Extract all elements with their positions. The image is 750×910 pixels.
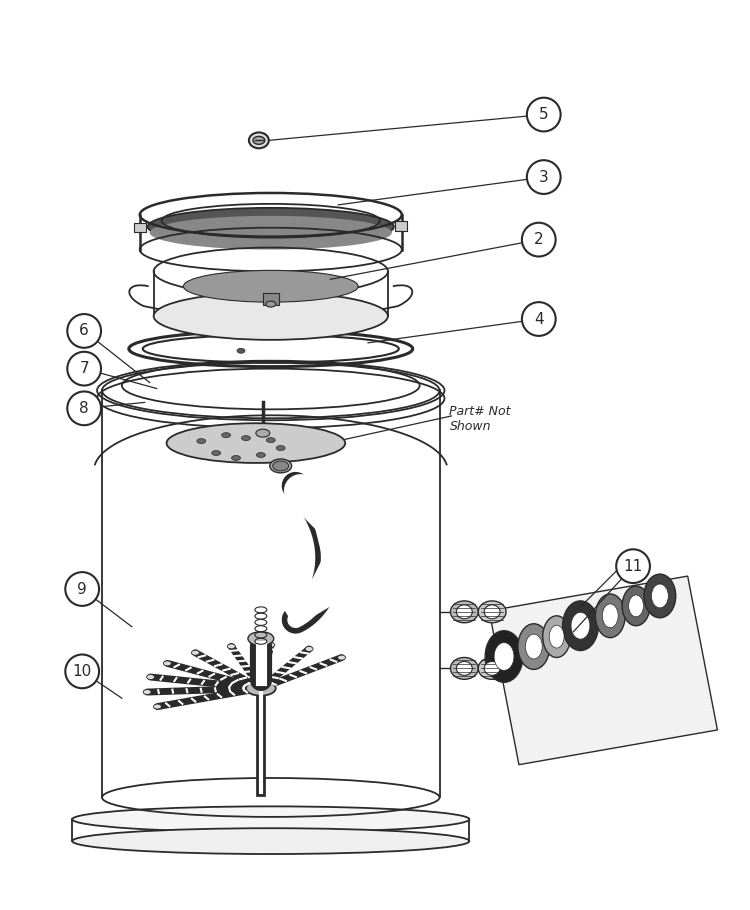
Ellipse shape (305, 646, 313, 652)
Ellipse shape (166, 423, 345, 463)
Ellipse shape (267, 642, 274, 648)
Ellipse shape (628, 595, 644, 617)
Polygon shape (489, 576, 718, 764)
Text: Part# Not
Shown: Part# Not Shown (449, 405, 511, 433)
Ellipse shape (222, 432, 230, 438)
Ellipse shape (526, 634, 542, 659)
Text: 8: 8 (80, 400, 89, 416)
Text: 4: 4 (534, 311, 544, 327)
Ellipse shape (72, 806, 470, 832)
Ellipse shape (276, 446, 285, 450)
Ellipse shape (543, 616, 571, 658)
Ellipse shape (248, 632, 274, 645)
Ellipse shape (164, 661, 171, 666)
Ellipse shape (451, 601, 478, 622)
Ellipse shape (196, 439, 206, 443)
Text: 11: 11 (623, 559, 643, 573)
Ellipse shape (571, 612, 590, 639)
Circle shape (65, 654, 99, 688)
Ellipse shape (602, 604, 618, 628)
Ellipse shape (518, 623, 550, 670)
Ellipse shape (211, 450, 220, 456)
Text: 10: 10 (73, 664, 92, 679)
Text: 9: 9 (77, 581, 87, 596)
Ellipse shape (562, 601, 598, 651)
Ellipse shape (72, 828, 470, 854)
Ellipse shape (622, 586, 650, 626)
Ellipse shape (154, 292, 388, 339)
Ellipse shape (256, 452, 265, 458)
Circle shape (526, 97, 560, 131)
Circle shape (68, 391, 101, 425)
Circle shape (526, 160, 560, 194)
Circle shape (522, 223, 556, 257)
Ellipse shape (485, 631, 523, 682)
Ellipse shape (232, 456, 241, 460)
Ellipse shape (227, 644, 236, 649)
Ellipse shape (154, 704, 161, 709)
Text: 5: 5 (539, 107, 548, 122)
Ellipse shape (273, 461, 289, 470)
Ellipse shape (644, 574, 676, 618)
Circle shape (616, 550, 650, 583)
Text: 2: 2 (534, 232, 544, 248)
Ellipse shape (478, 601, 506, 622)
Ellipse shape (338, 655, 346, 660)
Ellipse shape (549, 625, 564, 648)
Ellipse shape (237, 349, 245, 353)
Ellipse shape (494, 642, 514, 671)
Ellipse shape (652, 584, 668, 608)
Bar (395, 221, 407, 231)
Ellipse shape (478, 658, 506, 680)
Text: 3: 3 (538, 169, 548, 185)
Ellipse shape (484, 662, 500, 675)
Ellipse shape (146, 674, 154, 680)
Ellipse shape (253, 136, 265, 145)
Ellipse shape (148, 207, 394, 246)
Circle shape (522, 302, 556, 336)
Ellipse shape (457, 662, 472, 675)
Ellipse shape (143, 690, 151, 694)
Ellipse shape (451, 658, 478, 680)
Ellipse shape (184, 270, 358, 302)
Ellipse shape (596, 594, 626, 638)
Circle shape (68, 352, 101, 386)
Ellipse shape (249, 133, 268, 148)
Text: 6: 6 (80, 323, 89, 339)
Ellipse shape (242, 436, 250, 440)
Circle shape (68, 314, 101, 348)
Ellipse shape (266, 438, 275, 442)
Ellipse shape (150, 216, 392, 249)
Text: 7: 7 (80, 361, 89, 376)
Ellipse shape (484, 605, 500, 619)
Ellipse shape (457, 605, 472, 619)
Bar (262, 293, 279, 305)
Circle shape (65, 572, 99, 606)
Ellipse shape (191, 651, 200, 655)
Ellipse shape (266, 301, 276, 307)
Bar (134, 223, 146, 232)
Ellipse shape (270, 459, 292, 473)
Ellipse shape (256, 430, 270, 437)
Ellipse shape (246, 681, 276, 696)
